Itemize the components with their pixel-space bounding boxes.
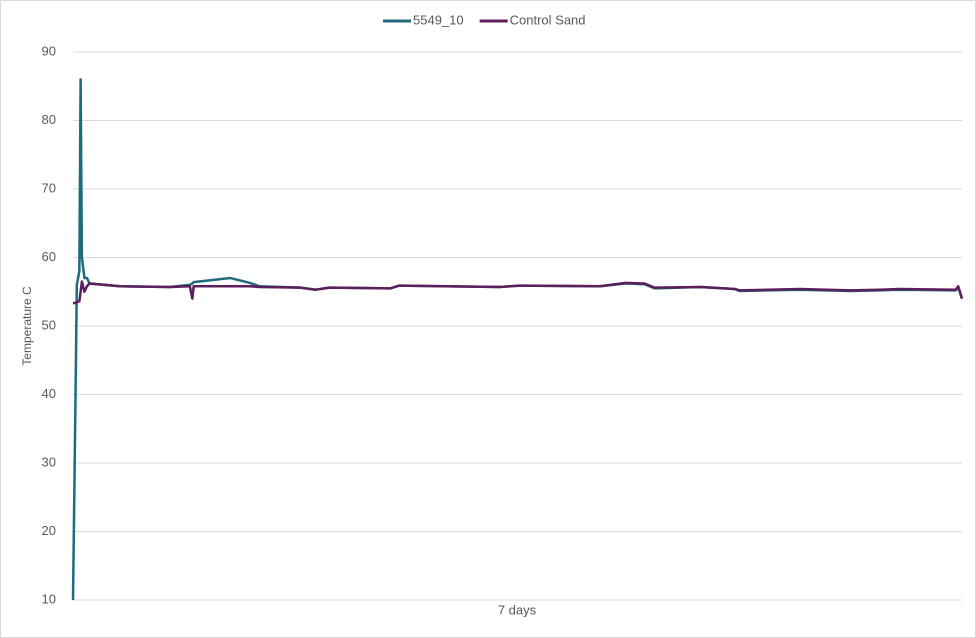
y-tick-label: 20 [42,523,56,538]
y-tick-label: 60 [42,249,56,264]
y-tick-label: 80 [42,112,56,127]
legend-label: Control Sand [510,12,586,27]
series-line [72,280,964,305]
y-tick-label: 40 [42,386,56,401]
y-tick-label: 10 [42,591,56,606]
y-tick-label: 70 [42,180,56,195]
y-tick-label: 50 [42,317,56,332]
y-tick-label: 30 [42,454,56,469]
x-axis-label: 7 days [498,602,537,617]
legend-label: 5549_10 [413,12,464,27]
y-axis-label: Temperature C [20,286,34,366]
y-tick-label: 90 [42,43,56,58]
